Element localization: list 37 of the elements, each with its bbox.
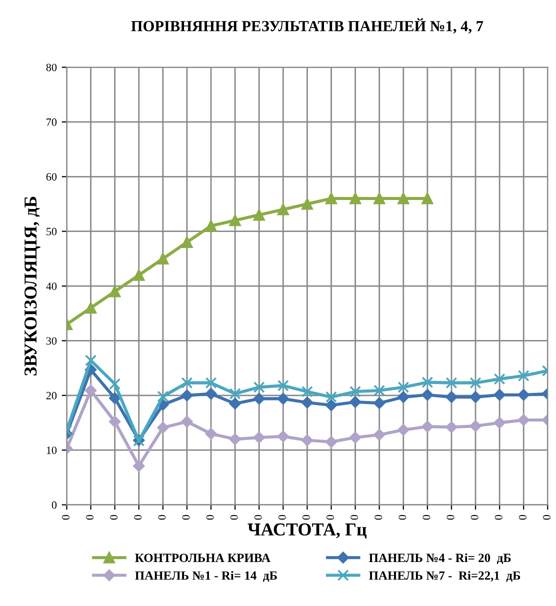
- x-tick-label: 0: [230, 514, 238, 520]
- chart-title: ПОРІВНЯННЯ РЕЗУЛЬТАТІВ ПАНЕЛЕЙ №1, 4, 7: [131, 18, 484, 34]
- legend-label: ПАНЕЛЬ №7 - Ri=22,1 дБ: [368, 570, 520, 582]
- x-tick-label: 0: [62, 514, 70, 520]
- x-tick-label: 0: [470, 514, 478, 520]
- x-tick-label: 0: [182, 514, 190, 520]
- x-tick-label: 0: [254, 514, 262, 520]
- x-tick-label: 0: [542, 514, 550, 520]
- y-tick-label: 40: [46, 282, 57, 290]
- x-tick-label: 0: [86, 514, 94, 520]
- y-tick-label: 60: [46, 173, 57, 181]
- x-tick-label: 0: [374, 514, 382, 520]
- legend-label: ПАНЕЛЬ №1 - Ri= 14 дБ: [135, 570, 277, 582]
- x-tick-label: 0: [494, 514, 502, 520]
- x-tick-label: 0: [446, 514, 454, 520]
- x-tick-label: 0: [518, 514, 526, 520]
- y-tick-label: 80: [46, 64, 57, 72]
- x-tick-label: 0: [326, 514, 334, 520]
- y-axis-title: ЗВУКОІЗОЛЯЦІЯ, дБ: [24, 196, 40, 376]
- y-tick-label: 10: [46, 446, 57, 454]
- x-tick-label: 0: [158, 514, 166, 520]
- x-tick-label: 0: [278, 514, 286, 520]
- legend-label: ПАНЕЛЬ №4 - Ri= 20 дБ: [368, 553, 511, 564]
- x-tick-label: 0: [134, 514, 142, 520]
- y-tick-label: 50: [46, 228, 57, 236]
- x-tick-label: 0: [398, 514, 406, 520]
- legend-label: КОНТРОЛЬНА КРИВА: [135, 554, 270, 562]
- y-tick-label: 20: [46, 392, 57, 400]
- y-tick-label: 70: [46, 118, 57, 126]
- y-tick-label: 30: [46, 337, 57, 345]
- x-tick-label: 0: [302, 514, 310, 520]
- x-tick-label: 0: [206, 514, 214, 520]
- x-tick-label: 0: [110, 514, 118, 520]
- x-tick-label: 0: [422, 514, 430, 520]
- x-tick-label: 0: [350, 514, 358, 520]
- x-axis-title: ЧАСТОТА, Гц: [248, 523, 367, 539]
- y-tick-label: 0: [52, 501, 57, 509]
